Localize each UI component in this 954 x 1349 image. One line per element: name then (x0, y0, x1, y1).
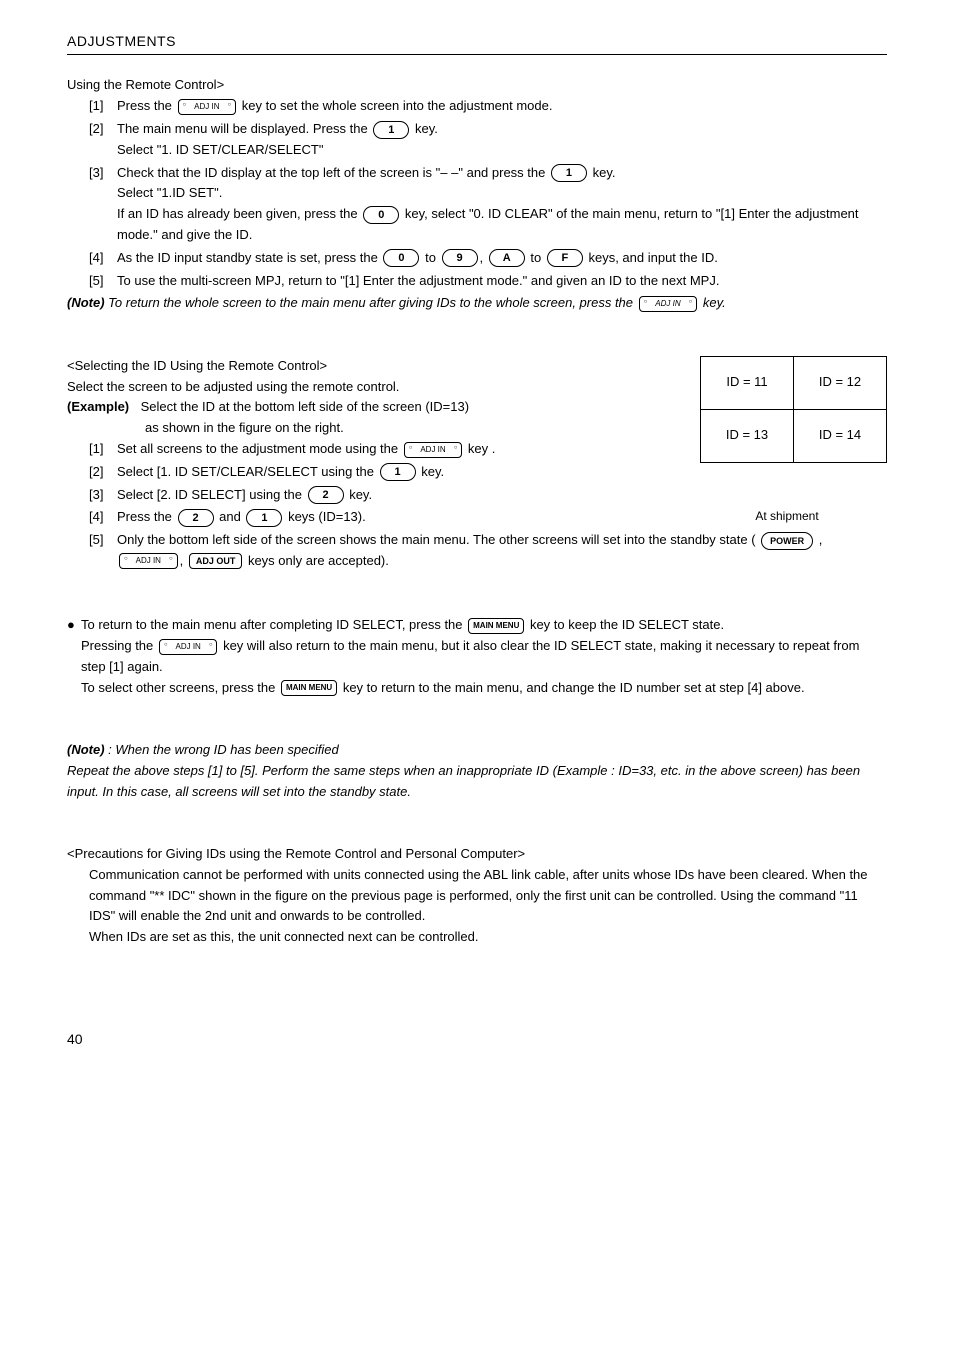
step-num: [5] (89, 271, 117, 292)
key-2: 2 (178, 509, 214, 527)
text: key . (464, 441, 495, 456)
key-0: 0 (383, 249, 419, 267)
note-label: (Note) (67, 742, 105, 757)
text: To select other screens, press the (81, 680, 279, 695)
text: : When the wrong ID has been specified (105, 742, 339, 757)
text: Only the bottom left side of the screen … (117, 532, 759, 547)
remote-step-2: [2] The main menu will be displayed. Pre… (89, 119, 887, 161)
adj-in-key: ADJ IN (639, 296, 698, 312)
text: Select "1. ID SET/CLEAR/SELECT" (117, 140, 887, 161)
text: keys (ID=13). (284, 509, 365, 524)
step-num: [4] (89, 507, 117, 528)
adj-in-key: ADJ IN (119, 553, 178, 569)
text: Set all screens to the adjustment mode u… (117, 441, 402, 456)
text: key. (411, 121, 438, 136)
key-a: A (489, 249, 525, 267)
text: Pressing the (81, 638, 157, 653)
shipment-caption: At shipment (687, 507, 887, 526)
adj-in-key: ADJ IN (404, 442, 463, 458)
text: Select the ID at the bottom left side of… (141, 399, 469, 414)
text: Check that the ID display at the top lef… (117, 165, 549, 180)
step-num: [2] (89, 462, 117, 483)
text: key. (418, 464, 445, 479)
select-step-5: [5] Only the bottom left side of the scr… (89, 530, 887, 572)
id-cell: ID = 11 (701, 356, 794, 409)
id-cell: ID = 12 (794, 356, 887, 409)
step-num: [2] (89, 119, 117, 161)
key-1: 1 (373, 121, 409, 139)
text: key to return to the main menu, and chan… (339, 680, 804, 695)
text: , (180, 553, 187, 568)
text: Repeat the above steps [1] to [5]. Perfo… (67, 761, 887, 803)
text: , (480, 250, 487, 265)
note-1: (Note) To return the whole screen to the… (67, 293, 887, 314)
step-num: [3] (89, 163, 117, 246)
main-menu-key: MAIN MENU (281, 680, 337, 696)
key-0: 0 (363, 206, 399, 224)
text: Select [2. ID SELECT] using the (117, 487, 306, 502)
step-num: [4] (89, 248, 117, 269)
text: Press the (117, 509, 176, 524)
text: To return to the main menu after complet… (81, 617, 466, 632)
text: If an ID has already been given, press t… (117, 206, 361, 221)
text: key. (346, 487, 373, 502)
key-9: 9 (442, 249, 478, 267)
key-1: 1 (551, 164, 587, 182)
text: The main menu will be displayed. Press t… (117, 121, 371, 136)
bullet-icon: ● (67, 615, 81, 698)
step-num: [5] (89, 530, 117, 572)
key-1: 1 (380, 463, 416, 481)
power-key: POWER (761, 532, 813, 550)
section-title: ADJUSTMENTS (67, 30, 887, 55)
example-label: (Example) (67, 397, 137, 418)
note-2: (Note) : When the wrong ID has been spec… (67, 740, 887, 802)
step-num: [1] (89, 96, 117, 117)
text: Select "1.ID SET". (117, 183, 887, 204)
text: to (421, 250, 439, 265)
select-step-2: [2] Select [1. ID SET/CLEAR/SELECT using… (89, 462, 680, 483)
note-label: (Note) (67, 295, 105, 310)
adj-in-key: ADJ IN (178, 99, 237, 115)
text: keys, and input the ID. (585, 250, 718, 265)
page-number: 40 (67, 1028, 887, 1050)
remote-step-3: [3] Check that the ID display at the top… (89, 163, 887, 246)
text: Press the (117, 98, 176, 113)
key-f: F (547, 249, 583, 267)
key-1: 1 (246, 509, 282, 527)
using-remote-title: Using the Remote Control> (67, 75, 887, 96)
remote-step-5: [5] To use the multi-screen MPJ, return … (89, 271, 887, 292)
bullet-note: ● To return to the main menu after compl… (67, 615, 887, 698)
text: Communication cannot be performed with u… (89, 865, 887, 927)
remote-step-1: [1] Press the ADJ IN key to set the whol… (89, 96, 887, 117)
text: to (527, 250, 545, 265)
text: When IDs are set as this, the unit conne… (89, 927, 887, 948)
text: Select [1. ID SET/CLEAR/SELECT using the (117, 464, 378, 479)
text: and (216, 509, 245, 524)
precautions-title: <Precautions for Giving IDs using the Re… (67, 844, 887, 865)
text: To use the multi-screen MPJ, return to "… (117, 271, 887, 292)
id-cell: ID = 13 (701, 409, 794, 462)
adj-in-key: ADJ IN (159, 639, 218, 655)
step-num: [3] (89, 485, 117, 506)
text: key to set the whole screen into the adj… (238, 98, 552, 113)
text: keys only are accepted). (244, 553, 389, 568)
text: , (815, 532, 822, 547)
text: As the ID input standby state is set, pr… (117, 250, 381, 265)
key-2: 2 (308, 486, 344, 504)
adj-out-key: ADJ OUT (189, 553, 243, 569)
text: key. (589, 165, 616, 180)
text: To return the whole screen to the main m… (105, 295, 637, 310)
select-step-4: [4] Press the 2 and 1 keys (ID=13). (89, 507, 687, 528)
select-step-3: [3] Select [2. ID SELECT] using the 2 ke… (89, 485, 887, 506)
text: key. (699, 295, 726, 310)
select-step-1: [1] Set all screens to the adjustment mo… (89, 439, 680, 460)
step-num: [1] (89, 439, 117, 460)
main-menu-key: MAIN MENU (468, 618, 524, 634)
remote-step-4: [4] As the ID input standby state is set… (89, 248, 887, 269)
id-cell: ID = 14 (794, 409, 887, 462)
text: key to keep the ID SELECT state. (526, 617, 724, 632)
id-grid: ID = 11 ID = 12 ID = 13 ID = 14 (700, 356, 887, 463)
